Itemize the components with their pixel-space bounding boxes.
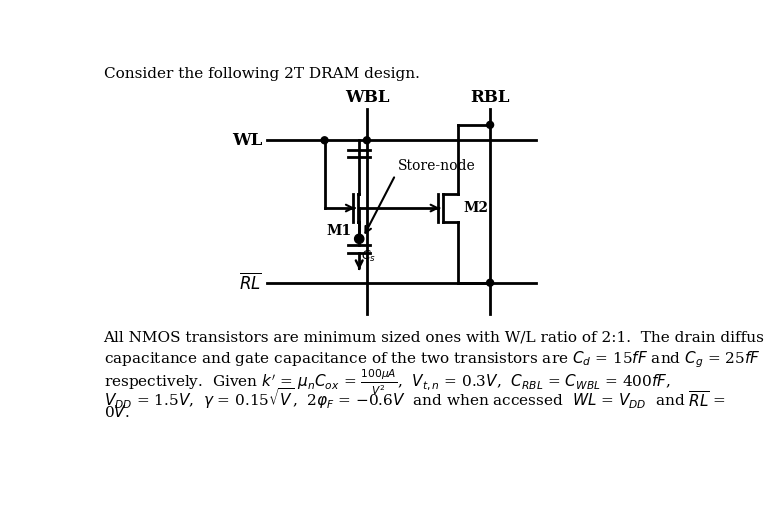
- Circle shape: [487, 279, 494, 286]
- Text: RBL: RBL: [471, 88, 510, 106]
- Text: 0$V$.: 0$V$.: [104, 404, 129, 421]
- Text: Store-node: Store-node: [398, 160, 475, 173]
- Circle shape: [354, 234, 364, 243]
- Text: All NMOS transistors are minimum sized ones with W/L ratio of 2:1.  The drain di: All NMOS transistors are minimum sized o…: [104, 331, 764, 344]
- Text: $\overline{RL}$: $\overline{RL}$: [239, 272, 262, 293]
- Text: $V_{DD}$ = 1.5$V$,  $\gamma$ = 0.15$\sqrt{V}$,  2$\varphi_F$ = $-$0.6$V$  and wh: $V_{DD}$ = 1.5$V$, $\gamma$ = 0.15$\sqrt…: [104, 386, 725, 411]
- Text: M1: M1: [326, 224, 351, 238]
- Text: respectively.  Given $k'$ = $\mu_n C_{ox}$ = $\frac{100\mu A}{V^2}$,  $V_{t,n}$ : respectively. Given $k'$ = $\mu_n C_{ox}…: [104, 367, 671, 397]
- Text: M2: M2: [463, 201, 488, 215]
- Circle shape: [321, 137, 328, 144]
- Text: WBL: WBL: [345, 88, 389, 106]
- Circle shape: [487, 121, 494, 129]
- Text: capacitance and gate capacitance of the two transistors are $C_d$ = 15$fF$ and $: capacitance and gate capacitance of the …: [104, 349, 764, 369]
- Text: WL: WL: [231, 132, 262, 149]
- Text: Consider the following 2T DRAM design.: Consider the following 2T DRAM design.: [104, 67, 419, 81]
- Circle shape: [364, 137, 371, 144]
- Text: $C_s$: $C_s$: [361, 249, 376, 264]
